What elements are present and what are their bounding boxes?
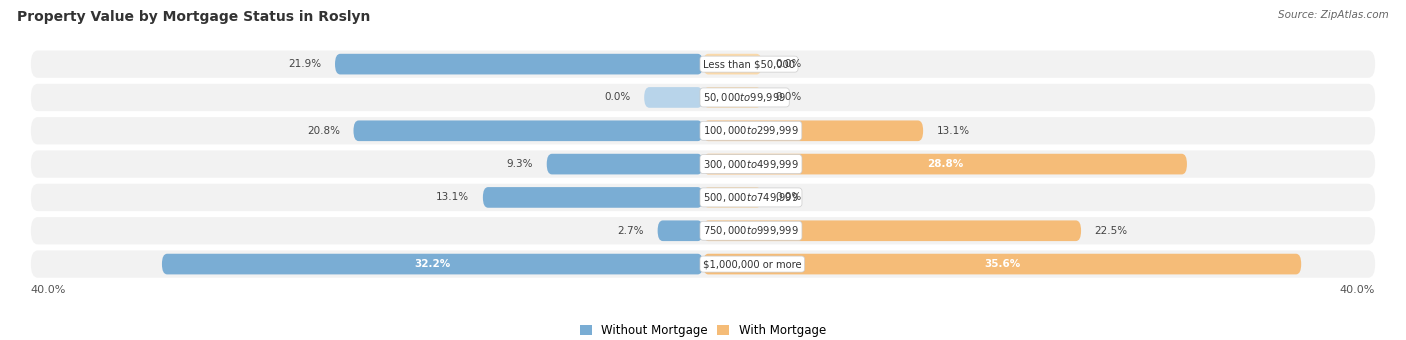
Text: 0.0%: 0.0% <box>605 92 631 102</box>
FancyBboxPatch shape <box>703 120 924 141</box>
Text: 13.1%: 13.1% <box>936 126 970 136</box>
Text: 21.9%: 21.9% <box>288 59 322 69</box>
Text: 2.7%: 2.7% <box>617 226 644 236</box>
FancyBboxPatch shape <box>703 154 1187 174</box>
FancyBboxPatch shape <box>644 87 703 108</box>
FancyBboxPatch shape <box>31 84 1375 111</box>
FancyBboxPatch shape <box>31 217 1375 244</box>
Text: 32.2%: 32.2% <box>415 259 450 269</box>
FancyBboxPatch shape <box>703 54 762 74</box>
Text: Source: ZipAtlas.com: Source: ZipAtlas.com <box>1278 10 1389 20</box>
FancyBboxPatch shape <box>353 120 703 141</box>
FancyBboxPatch shape <box>703 220 1081 241</box>
Text: 13.1%: 13.1% <box>436 192 470 202</box>
Text: 35.6%: 35.6% <box>984 259 1021 269</box>
Text: 40.0%: 40.0% <box>31 285 66 295</box>
FancyBboxPatch shape <box>162 254 703 274</box>
Text: $300,000 to $499,999: $300,000 to $499,999 <box>703 158 799 171</box>
FancyBboxPatch shape <box>703 254 1301 274</box>
FancyBboxPatch shape <box>703 187 762 208</box>
Text: 20.8%: 20.8% <box>307 126 340 136</box>
Text: Less than $50,000: Less than $50,000 <box>703 59 794 69</box>
FancyBboxPatch shape <box>703 87 762 108</box>
FancyBboxPatch shape <box>658 220 703 241</box>
Text: 0.0%: 0.0% <box>775 92 801 102</box>
FancyBboxPatch shape <box>482 187 703 208</box>
FancyBboxPatch shape <box>31 50 1375 78</box>
Text: 28.8%: 28.8% <box>927 159 963 169</box>
Legend: Without Mortgage, With Mortgage: Without Mortgage, With Mortgage <box>575 319 831 340</box>
Text: Property Value by Mortgage Status in Roslyn: Property Value by Mortgage Status in Ros… <box>17 10 370 24</box>
Text: $1,000,000 or more: $1,000,000 or more <box>703 259 801 269</box>
Text: 22.5%: 22.5% <box>1094 226 1128 236</box>
FancyBboxPatch shape <box>31 150 1375 178</box>
Text: $50,000 to $99,999: $50,000 to $99,999 <box>703 91 786 104</box>
Text: $750,000 to $999,999: $750,000 to $999,999 <box>703 224 799 237</box>
Text: 0.0%: 0.0% <box>775 192 801 202</box>
Text: $500,000 to $749,999: $500,000 to $749,999 <box>703 191 799 204</box>
FancyBboxPatch shape <box>31 117 1375 144</box>
Text: 9.3%: 9.3% <box>506 159 533 169</box>
Text: 40.0%: 40.0% <box>1340 285 1375 295</box>
FancyBboxPatch shape <box>335 54 703 74</box>
FancyBboxPatch shape <box>31 184 1375 211</box>
Text: $100,000 to $299,999: $100,000 to $299,999 <box>703 124 799 137</box>
FancyBboxPatch shape <box>547 154 703 174</box>
FancyBboxPatch shape <box>31 251 1375 278</box>
Text: 0.0%: 0.0% <box>775 59 801 69</box>
